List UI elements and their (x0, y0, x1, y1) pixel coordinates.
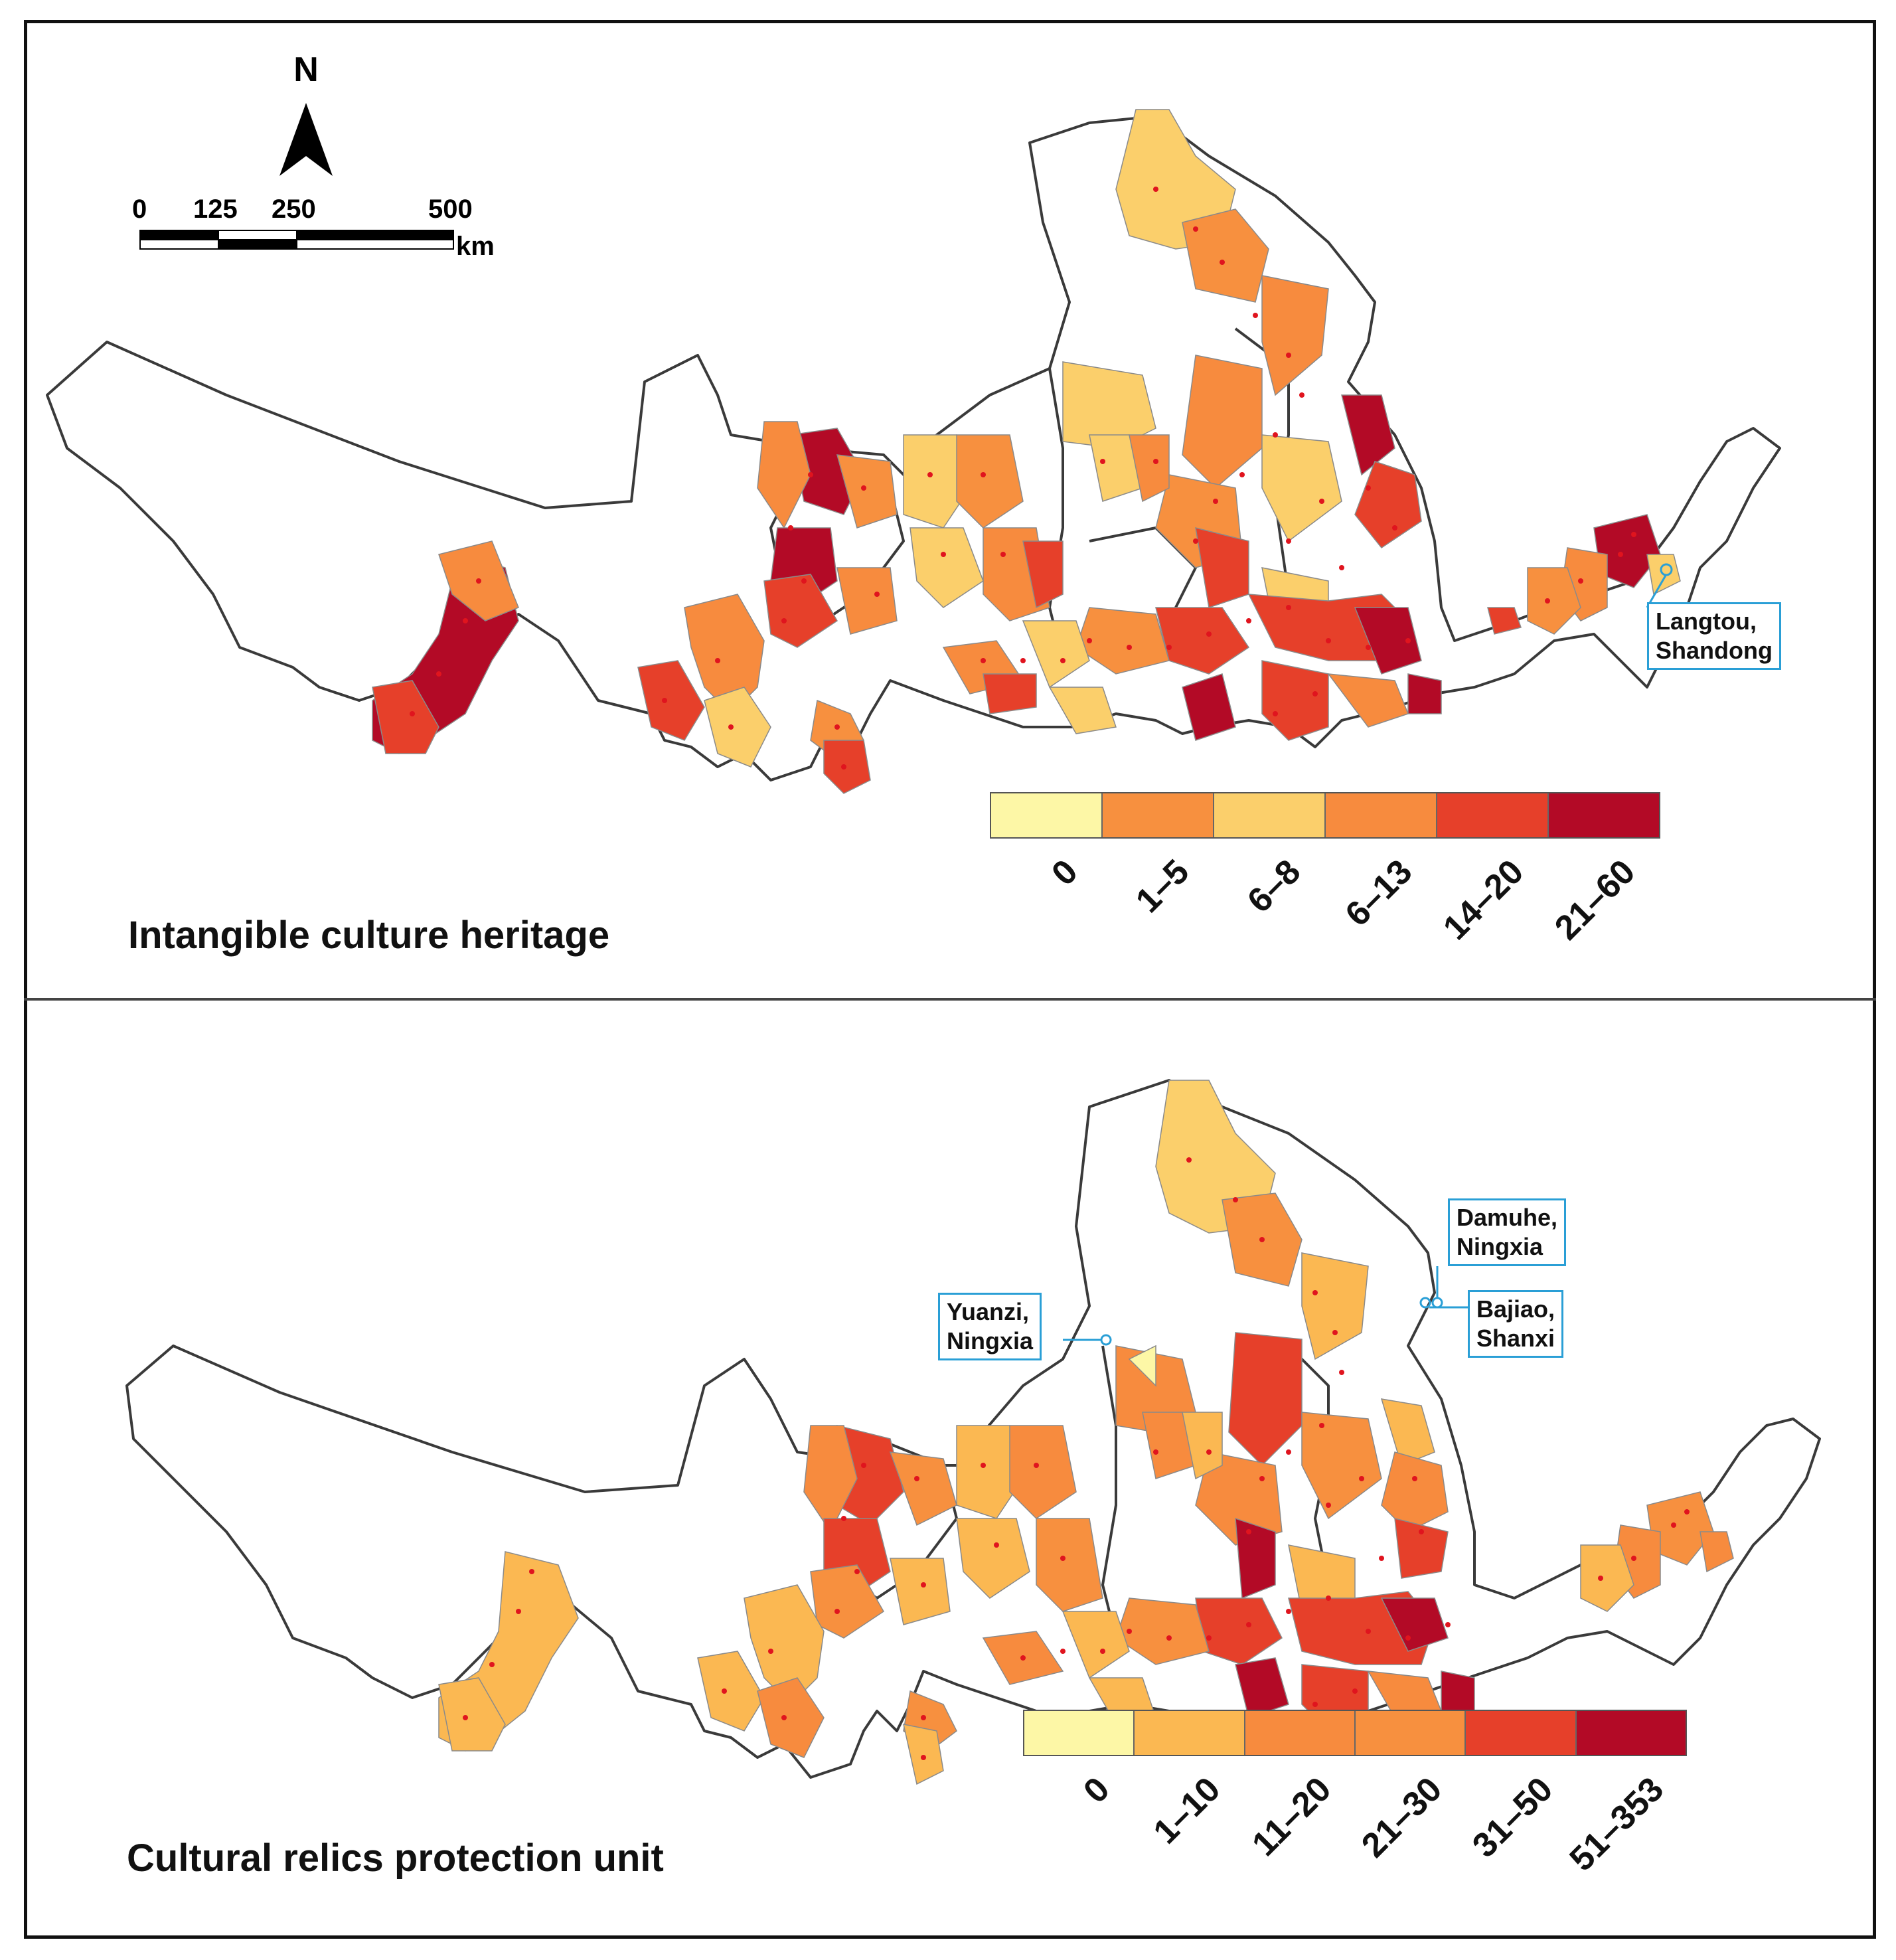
legend-swatch-5 (1576, 1711, 1686, 1755)
choropleth-districts (372, 109, 1681, 794)
legend-swatch-4 (1437, 793, 1549, 837)
callout-line-2: Shanxi (1476, 1325, 1555, 1352)
scale-bar: 0 125 250 500 km (127, 195, 538, 261)
legend-bar (1023, 1710, 1687, 1756)
panel-divider (24, 998, 1876, 1001)
legend-swatch-5 (1549, 793, 1659, 837)
legend-label-0: 0 (1044, 852, 1085, 894)
callout-yuanzi: Yuanzi, Ningxia (938, 1293, 1042, 1360)
legend-label-0: 0 (1076, 1769, 1117, 1811)
callout-line-2: Ningxia (947, 1327, 1034, 1354)
figure-frame (24, 20, 1876, 1939)
legend-label-1: 1–5 (1129, 852, 1197, 921)
scale-bar-graphic (139, 230, 454, 250)
legend-swatch-3 (1326, 793, 1437, 837)
callout-line-1: Bajiao, (1476, 1295, 1555, 1323)
callout-line-2: Ningxia (1457, 1233, 1543, 1260)
legend-swatch-1 (1103, 793, 1214, 837)
panel-cultural-relics: Yuanzi, Ningxia Damuhe, Ningxia Bajiao, … (27, 1001, 1873, 1935)
choropleth-districts (438, 1080, 1734, 1785)
legend-bar (990, 792, 1660, 839)
legend-swatch-0 (1024, 1711, 1135, 1755)
callout-langtou: Langtou, Shandong (1647, 602, 1781, 670)
legend-cultural-relics: 0 1–10 11–20 21–30 31–50 51–353 (1023, 1710, 1687, 1878)
callout-line-1: Damuhe, (1457, 1204, 1558, 1231)
legend-swatch-2 (1214, 793, 1326, 837)
callout-damuhe: Damuhe, Ningxia (1448, 1198, 1567, 1266)
map-cultural-relics (125, 1079, 1821, 1785)
callout-markers (1063, 1266, 1468, 1346)
legend-swatch-2 (1245, 1711, 1356, 1755)
callout-langtou-marker (1646, 563, 1673, 608)
scale-tick-125: 125 (193, 195, 238, 224)
panel-title: Intangible culture heritage (128, 914, 610, 957)
scale-tick-500: 500 (428, 195, 473, 224)
callout-line-1: Yuanzi, (947, 1298, 1030, 1325)
scale-tick-250: 250 (272, 195, 316, 224)
legend-swatch-0 (991, 793, 1103, 837)
panel-intangible-heritage: N 0 125 250 500 km Langtou, Shandong 0 1… (27, 23, 1873, 998)
legend-swatch-4 (1466, 1711, 1577, 1755)
callout-line-1: Langtou, (1656, 608, 1757, 635)
heritage-points (410, 187, 1636, 770)
legend-label-2: 6–8 (1240, 852, 1308, 921)
legend-label-3: 6–13 (1338, 852, 1420, 934)
legend-swatch-3 (1355, 1711, 1466, 1755)
legend-intangible: 0 1–5 6–8 6–13 14–20 21–60 (990, 792, 1660, 947)
north-label: N (293, 50, 319, 89)
panel-title: Cultural relics protection unit (127, 1837, 664, 1880)
scale-unit: km (456, 232, 495, 261)
legend-label-1: 1–10 (1146, 1769, 1228, 1852)
scale-tick-0: 0 (132, 195, 147, 224)
legend-swatch-1 (1135, 1711, 1245, 1755)
relic-points (463, 1157, 1690, 1760)
map-intangible-heritage (46, 103, 1781, 794)
north-arrow-icon (279, 103, 333, 176)
callout-line-2: Shandong (1656, 637, 1773, 664)
callout-bajiao: Bajiao, Shanxi (1468, 1290, 1564, 1358)
